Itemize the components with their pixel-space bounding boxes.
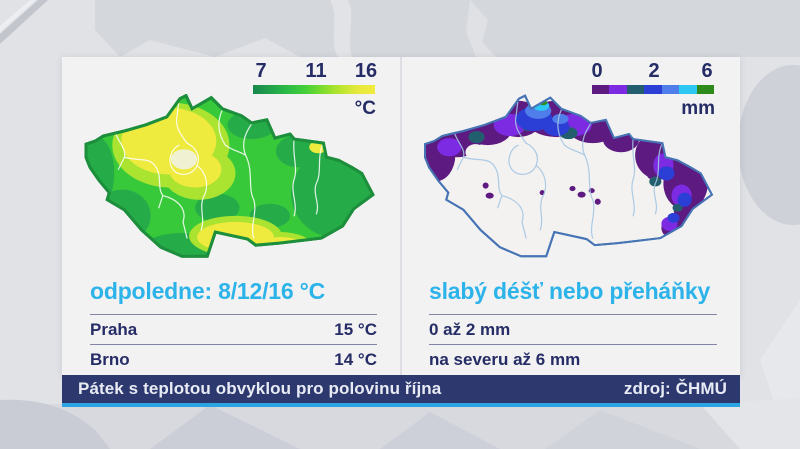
caption-source: zdroj: ČHMÚ: [623, 379, 727, 398]
precipitation-range: 0 až 2 mm: [429, 319, 511, 339]
panel-divider: [400, 57, 402, 375]
scale-color-segment: [679, 85, 697, 94]
precipitation-panel: 0 2 6 mm: [401, 57, 740, 375]
scale-color-segment: [661, 85, 680, 94]
precipitation-range-north: na severu až 6 mm: [429, 349, 581, 369]
precip-scale-tick-mid: 2: [648, 60, 660, 82]
scale-color-segment: [609, 85, 627, 94]
temperature-headline: odpoledne: 8/12/16 °C: [90, 278, 326, 304]
city-name: Brno: [90, 349, 130, 369]
precip-scale-tick-low: 0: [591, 60, 603, 82]
precipitation-color-scale: [592, 85, 714, 94]
scale-color-segment: [696, 85, 714, 94]
city-temperature: 15 °C: [334, 319, 377, 339]
city-temperature-row: Praha 15 °C: [90, 314, 377, 344]
scale-color-segment: [592, 85, 610, 94]
precipitation-row: 0 až 2 mm: [429, 314, 717, 344]
city-temperature-row: Brno 14 °C: [90, 344, 377, 374]
temp-scale-tick-low: 7: [255, 60, 267, 82]
temperature-map: [84, 94, 375, 258]
precipitation-headline: slabý déšť nebo přeháňky: [429, 278, 711, 304]
precip-scale-tick-high: 6: [701, 60, 713, 82]
precipitation-map: [424, 94, 714, 258]
city-temperature: 14 °C: [334, 349, 377, 369]
temp-scale-tick-high: 16: [354, 60, 378, 82]
temperature-panel: 7 11 16 °C: [62, 57, 400, 375]
temp-scale-unit: °C: [354, 98, 376, 119]
caption-bar: Pátek s teplotou obvyklou pro polovinu ř…: [62, 375, 740, 403]
forecast-card: 7 11 16 °C: [62, 57, 740, 375]
city-name: Praha: [90, 319, 138, 339]
scale-color-segment: [626, 85, 645, 94]
caption-bar-underline: [62, 403, 740, 407]
temperature-color-scale: [253, 85, 375, 94]
precipitation-row: na severu až 6 mm: [429, 344, 717, 374]
precip-scale-unit: mm: [681, 98, 715, 119]
temp-scale-tick-mid: 11: [305, 60, 327, 82]
caption-title: Pátek s teplotou obvyklou pro polovinu ř…: [78, 379, 442, 398]
scale-color-segment: [644, 85, 662, 94]
